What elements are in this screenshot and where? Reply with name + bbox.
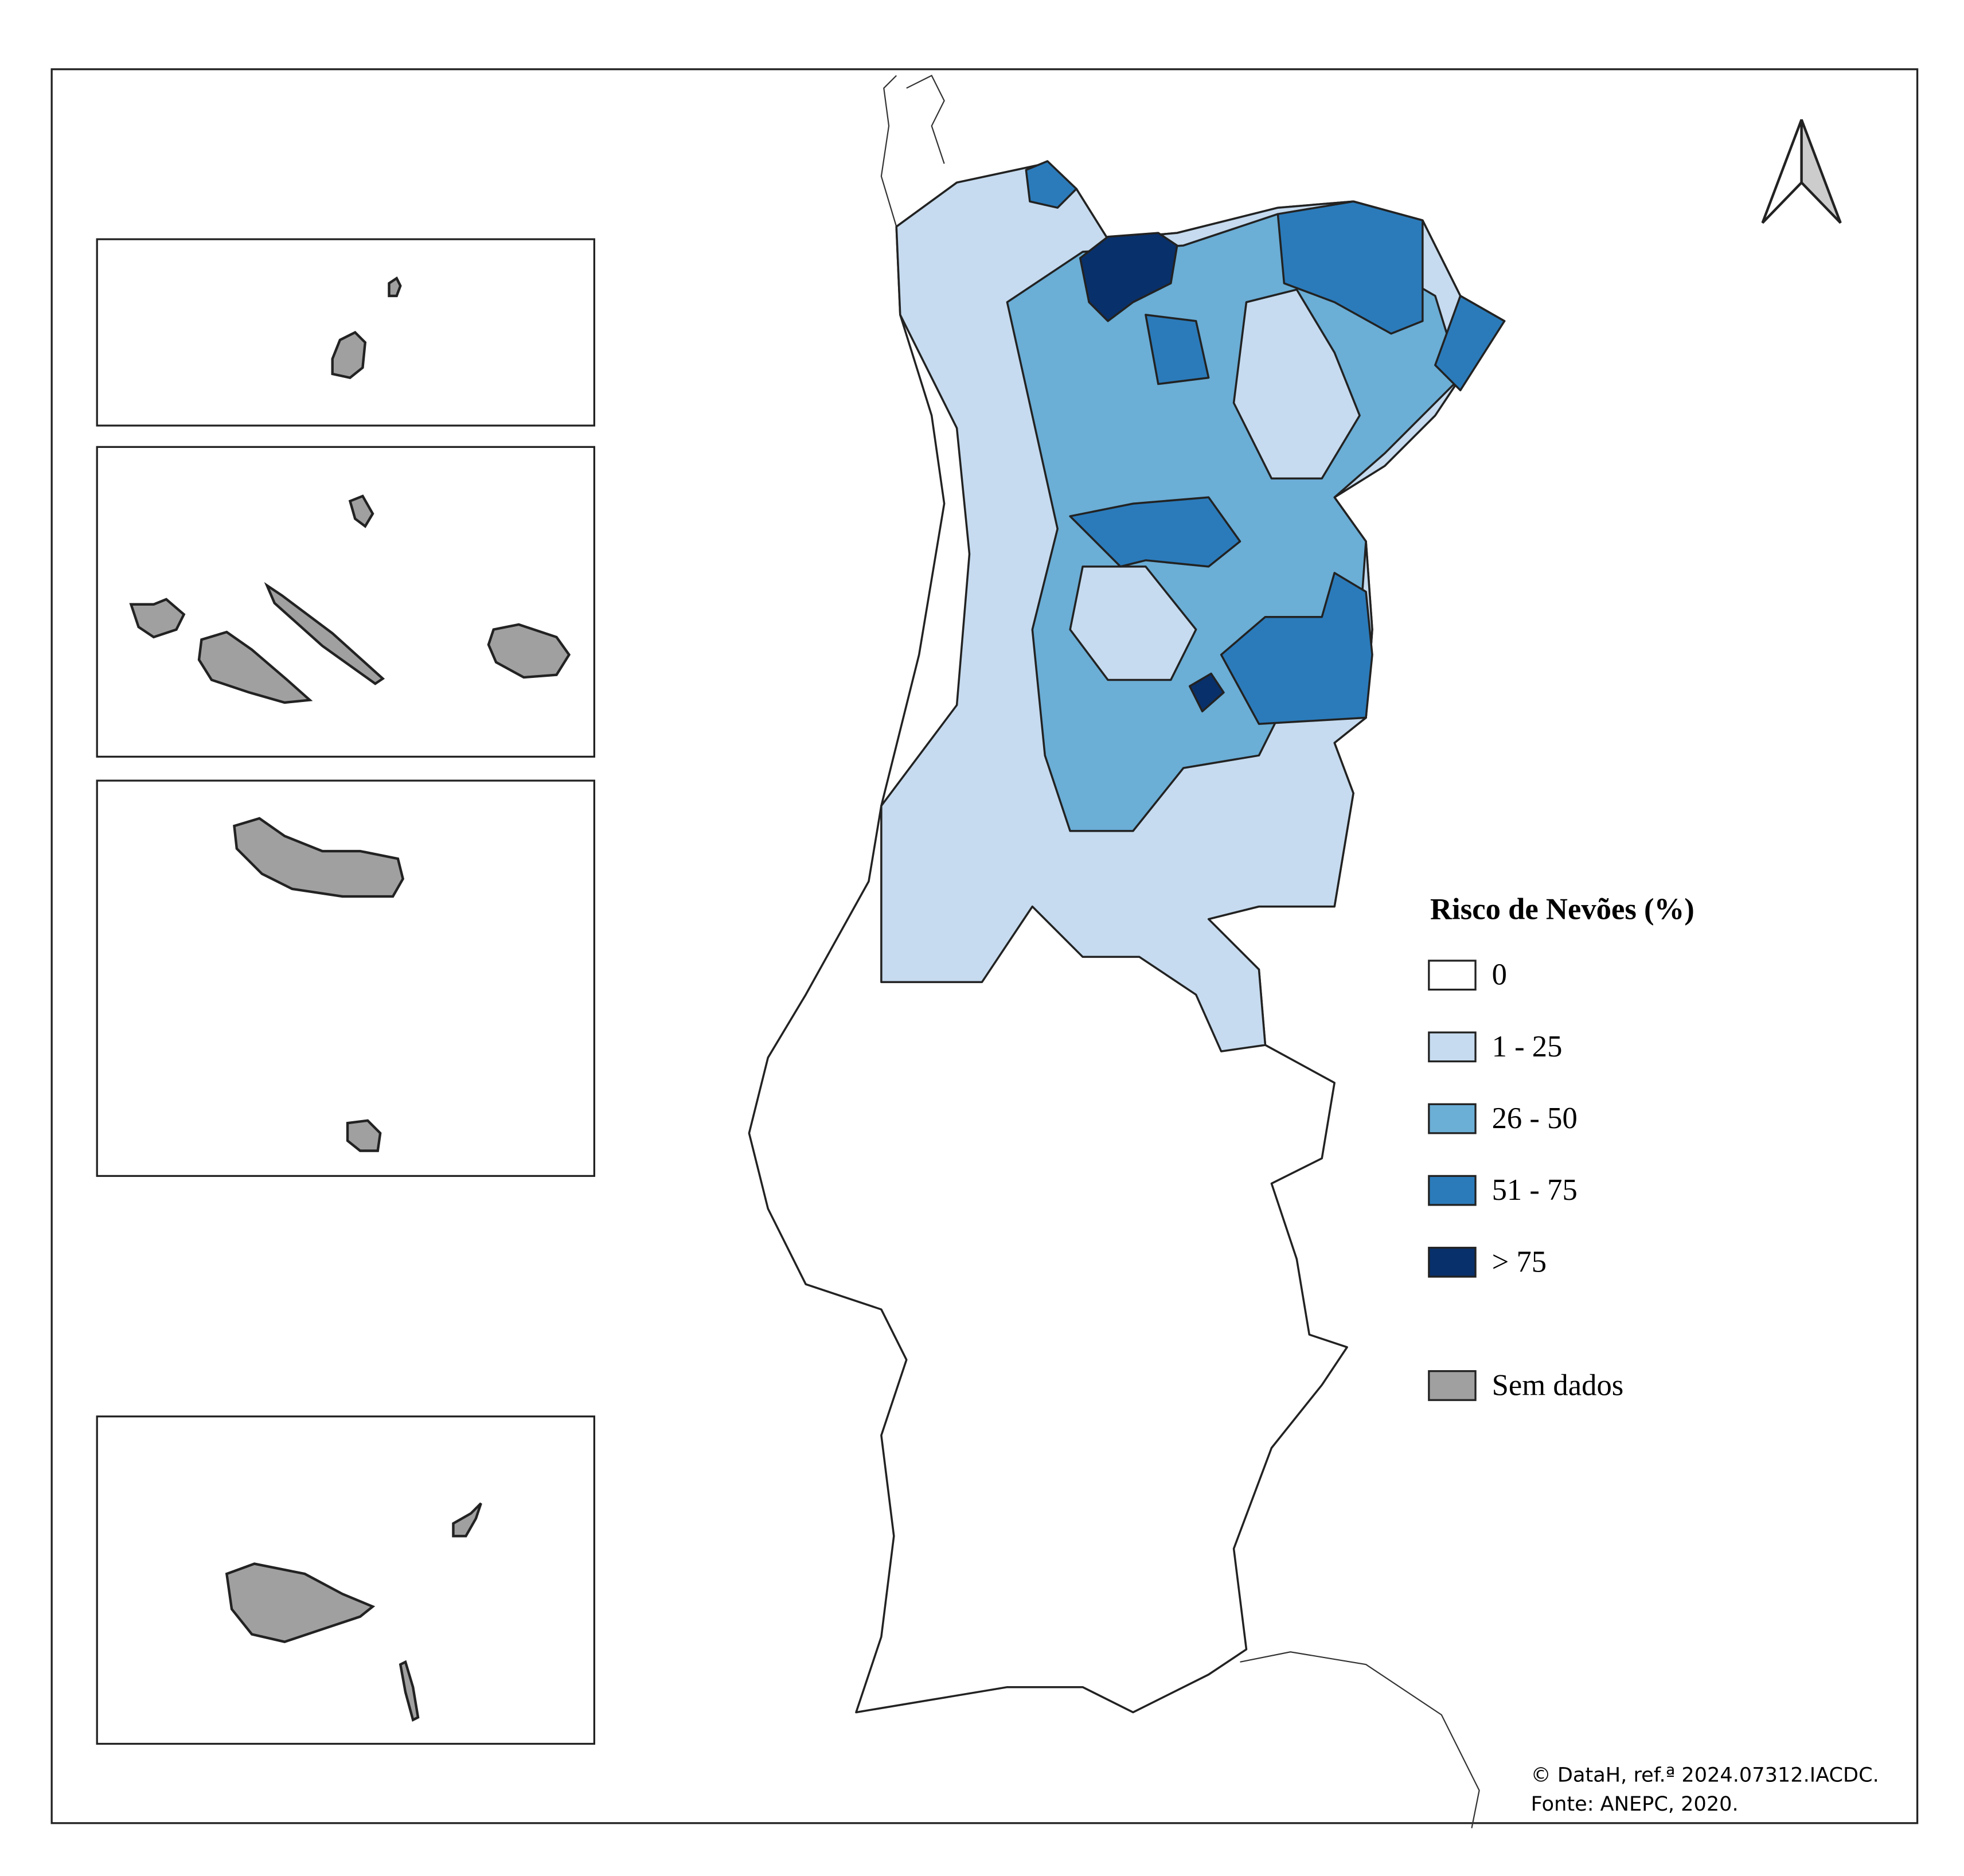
legend-label: 51 - 75 xyxy=(1492,1173,1578,1207)
legend-label: Sem dados xyxy=(1492,1368,1624,1402)
mainland xyxy=(748,160,1506,1714)
inset-azores-central xyxy=(96,446,595,758)
inset-madeira xyxy=(96,1415,595,1745)
legend-swatch xyxy=(1428,1103,1477,1134)
legend: Risco de Nevões (%) Sem dados 0 1 - 25 26 … xyxy=(1428,893,1694,1402)
region xyxy=(1434,295,1506,392)
legend-label: 26 - 50 xyxy=(1492,1102,1578,1135)
legend-label: > 75 xyxy=(1492,1245,1547,1278)
legend-swatch xyxy=(1428,1370,1477,1401)
region xyxy=(1069,565,1197,681)
credit: © DataH, ref.ª 2024.07312.IACDC. xyxy=(1531,1763,1879,1787)
legend-swatch xyxy=(1428,1246,1477,1278)
region xyxy=(1276,200,1424,335)
inset-azores-east xyxy=(96,779,595,1177)
legend-label: 0 xyxy=(1492,958,1507,992)
legend-swatch xyxy=(1428,1031,1477,1063)
region xyxy=(1069,496,1241,568)
coastline xyxy=(880,75,1480,1828)
legend-title: Risco de Nevões (%) xyxy=(1430,893,1694,926)
region xyxy=(1079,232,1178,322)
frame xyxy=(50,68,1919,1824)
inset-azores-west xyxy=(96,238,595,427)
region xyxy=(1145,314,1210,385)
region xyxy=(1232,288,1361,479)
north-arrow xyxy=(1761,119,1842,224)
legend-swatch xyxy=(1428,960,1477,991)
region xyxy=(1025,160,1077,209)
legend-label: 1 - 25 xyxy=(1492,1030,1563,1063)
credit: Fonte: ANEPC, 2020. xyxy=(1531,1792,1739,1816)
region xyxy=(1188,672,1225,713)
region xyxy=(1220,572,1373,726)
legend-swatch xyxy=(1428,1175,1477,1206)
